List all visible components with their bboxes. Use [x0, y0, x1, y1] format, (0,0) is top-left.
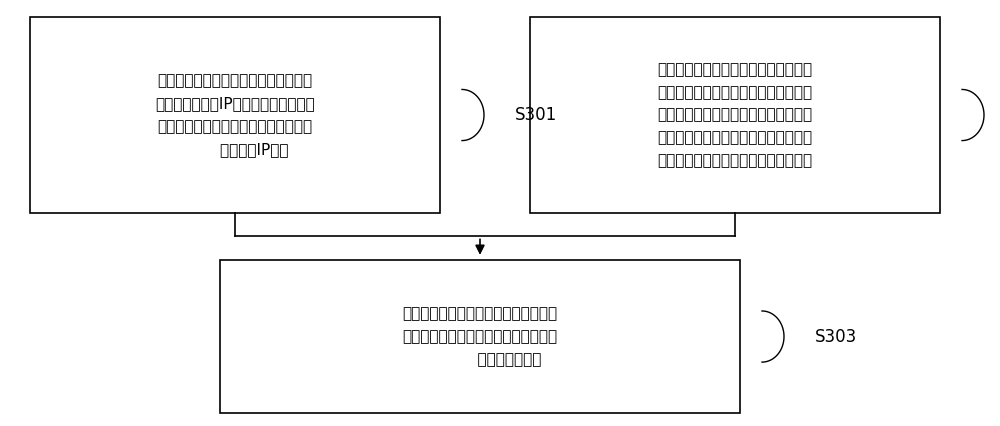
- FancyBboxPatch shape: [220, 260, 740, 413]
- Text: 控制节点根据所述第一网络节点的可用
测量时间、单个测量任务持续时间以及
节点对序号，获取所述时间分片信息，
其中，所述节点对为所述第一网络节点
与单个所述第二网: 控制节点根据所述第一网络节点的可用 测量时间、单个测量任务持续时间以及 节点对序…: [657, 62, 813, 168]
- Text: 控制节点根据所述节点信息和所述时间
分片信息，生成网络中的第一网络节点
            的测量任务文件: 控制节点根据所述节点信息和所述时间 分片信息，生成网络中的第一网络节点 的测量任…: [402, 306, 558, 367]
- Text: 控制节点根据所述网络中的所有网络节
点各自的序号和IP地址，获取所述节点
信息，所述节点信息包括第二网络节点
        的序号和IP地址: 控制节点根据所述网络中的所有网络节 点各自的序号和IP地址，获取所述节点 信息，…: [155, 73, 315, 157]
- Text: S303: S303: [815, 328, 857, 345]
- FancyBboxPatch shape: [30, 17, 440, 213]
- FancyBboxPatch shape: [530, 17, 940, 213]
- Text: S301: S301: [515, 106, 557, 124]
